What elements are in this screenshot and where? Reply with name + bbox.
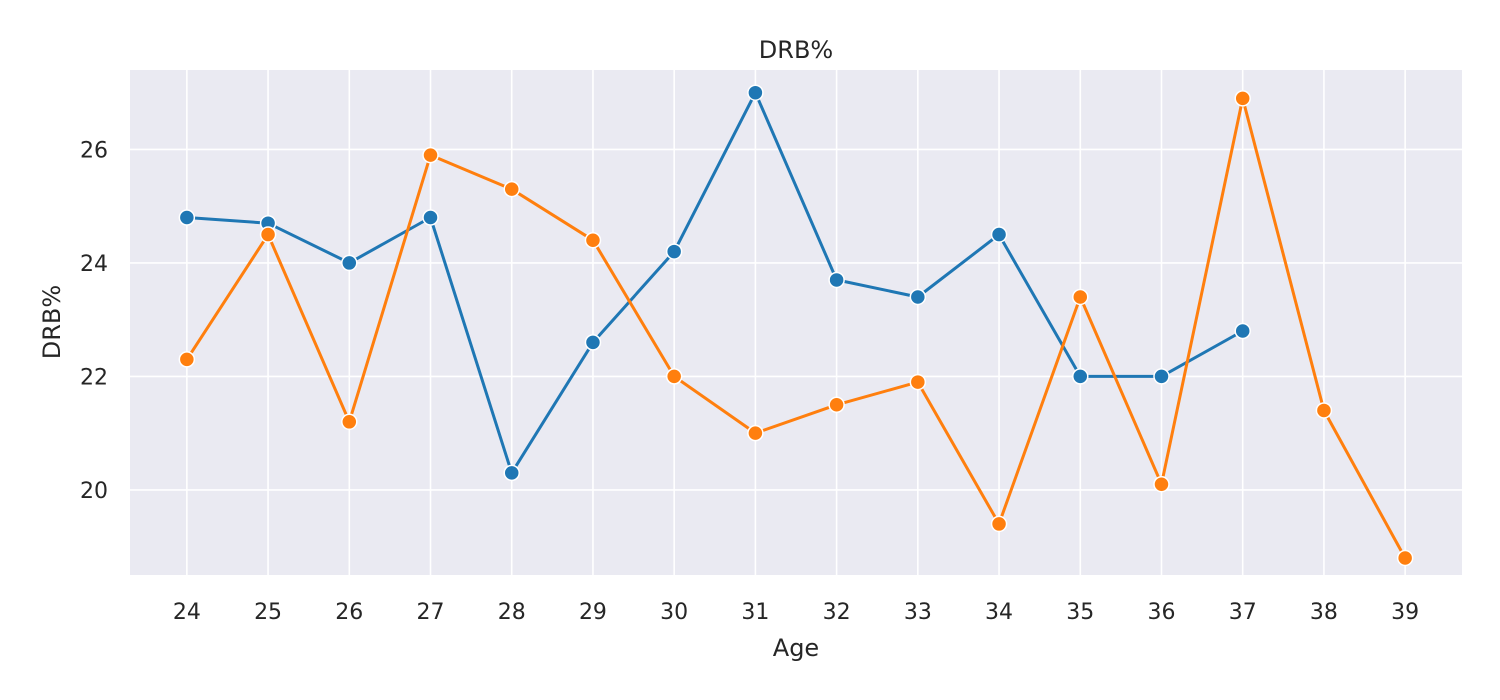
y-tick-label: 20 (80, 479, 108, 504)
data-point (1153, 475, 1170, 493)
x-tick-label: 36 (1147, 600, 1175, 625)
x-tick-label: 32 (823, 600, 851, 625)
x-tick-label: 27 (417, 600, 445, 625)
series-1 (178, 84, 1251, 482)
data-point (747, 84, 764, 101)
data-point (1396, 549, 1414, 567)
data-point (1315, 402, 1333, 419)
data-point (422, 209, 439, 226)
data-point (178, 209, 196, 226)
data-point (503, 464, 520, 482)
data-point (990, 515, 1008, 533)
data-point (422, 146, 439, 164)
data-point (1234, 90, 1251, 107)
data-point (341, 413, 358, 431)
x-tick-label: 34 (985, 600, 1013, 625)
x-tick-label: 24 (173, 600, 201, 625)
x-tick-label: 38 (1310, 600, 1338, 625)
series-line (185, 91, 1245, 475)
x-tick-label: 30 (660, 600, 688, 625)
x-tick-label: 28 (498, 600, 526, 625)
data-point (828, 271, 845, 289)
x-tick-label: 29 (579, 600, 607, 625)
data-point (747, 424, 764, 442)
data-point (665, 368, 683, 385)
x-axis-label: Age (773, 634, 819, 662)
series-2 (178, 90, 1414, 567)
data-point (1153, 368, 1170, 385)
data-point (584, 334, 602, 351)
x-tick-label: 26 (335, 600, 363, 625)
y-tick-label: 24 (80, 252, 108, 277)
data-point (584, 231, 602, 249)
data-point (1072, 288, 1089, 306)
data-point (990, 226, 1008, 243)
data-point (341, 254, 358, 272)
data-point (909, 373, 927, 391)
data-point (1072, 368, 1089, 385)
x-tick-label: 31 (741, 600, 769, 625)
series-line (185, 96, 1407, 560)
x-tick-label: 39 (1391, 600, 1419, 625)
y-axis-label: DRB% (38, 285, 66, 359)
chart-title: DRB% (759, 36, 833, 64)
x-tick-label: 37 (1229, 600, 1257, 625)
y-tick-labels: 20 22 24 26 (80, 138, 108, 503)
data-point (503, 180, 520, 198)
plot-area (130, 70, 1462, 575)
y-tick-label: 22 (80, 365, 108, 390)
data-point (178, 351, 196, 368)
x-tick-labels: 24 25 26 27 28 29 30 31 32 33 34 35 36 37 38 39 (173, 600, 1419, 625)
x-tick-label: 35 (1066, 600, 1094, 625)
data-point (665, 243, 683, 260)
y-tick-label: 26 (80, 138, 108, 163)
data-point (1234, 322, 1251, 340)
series-layer (178, 84, 1414, 567)
data-point (259, 226, 277, 243)
data-point (909, 288, 927, 306)
x-tick-label: 25 (254, 600, 282, 625)
data-point (828, 396, 845, 414)
x-tick-label: 33 (904, 600, 932, 625)
